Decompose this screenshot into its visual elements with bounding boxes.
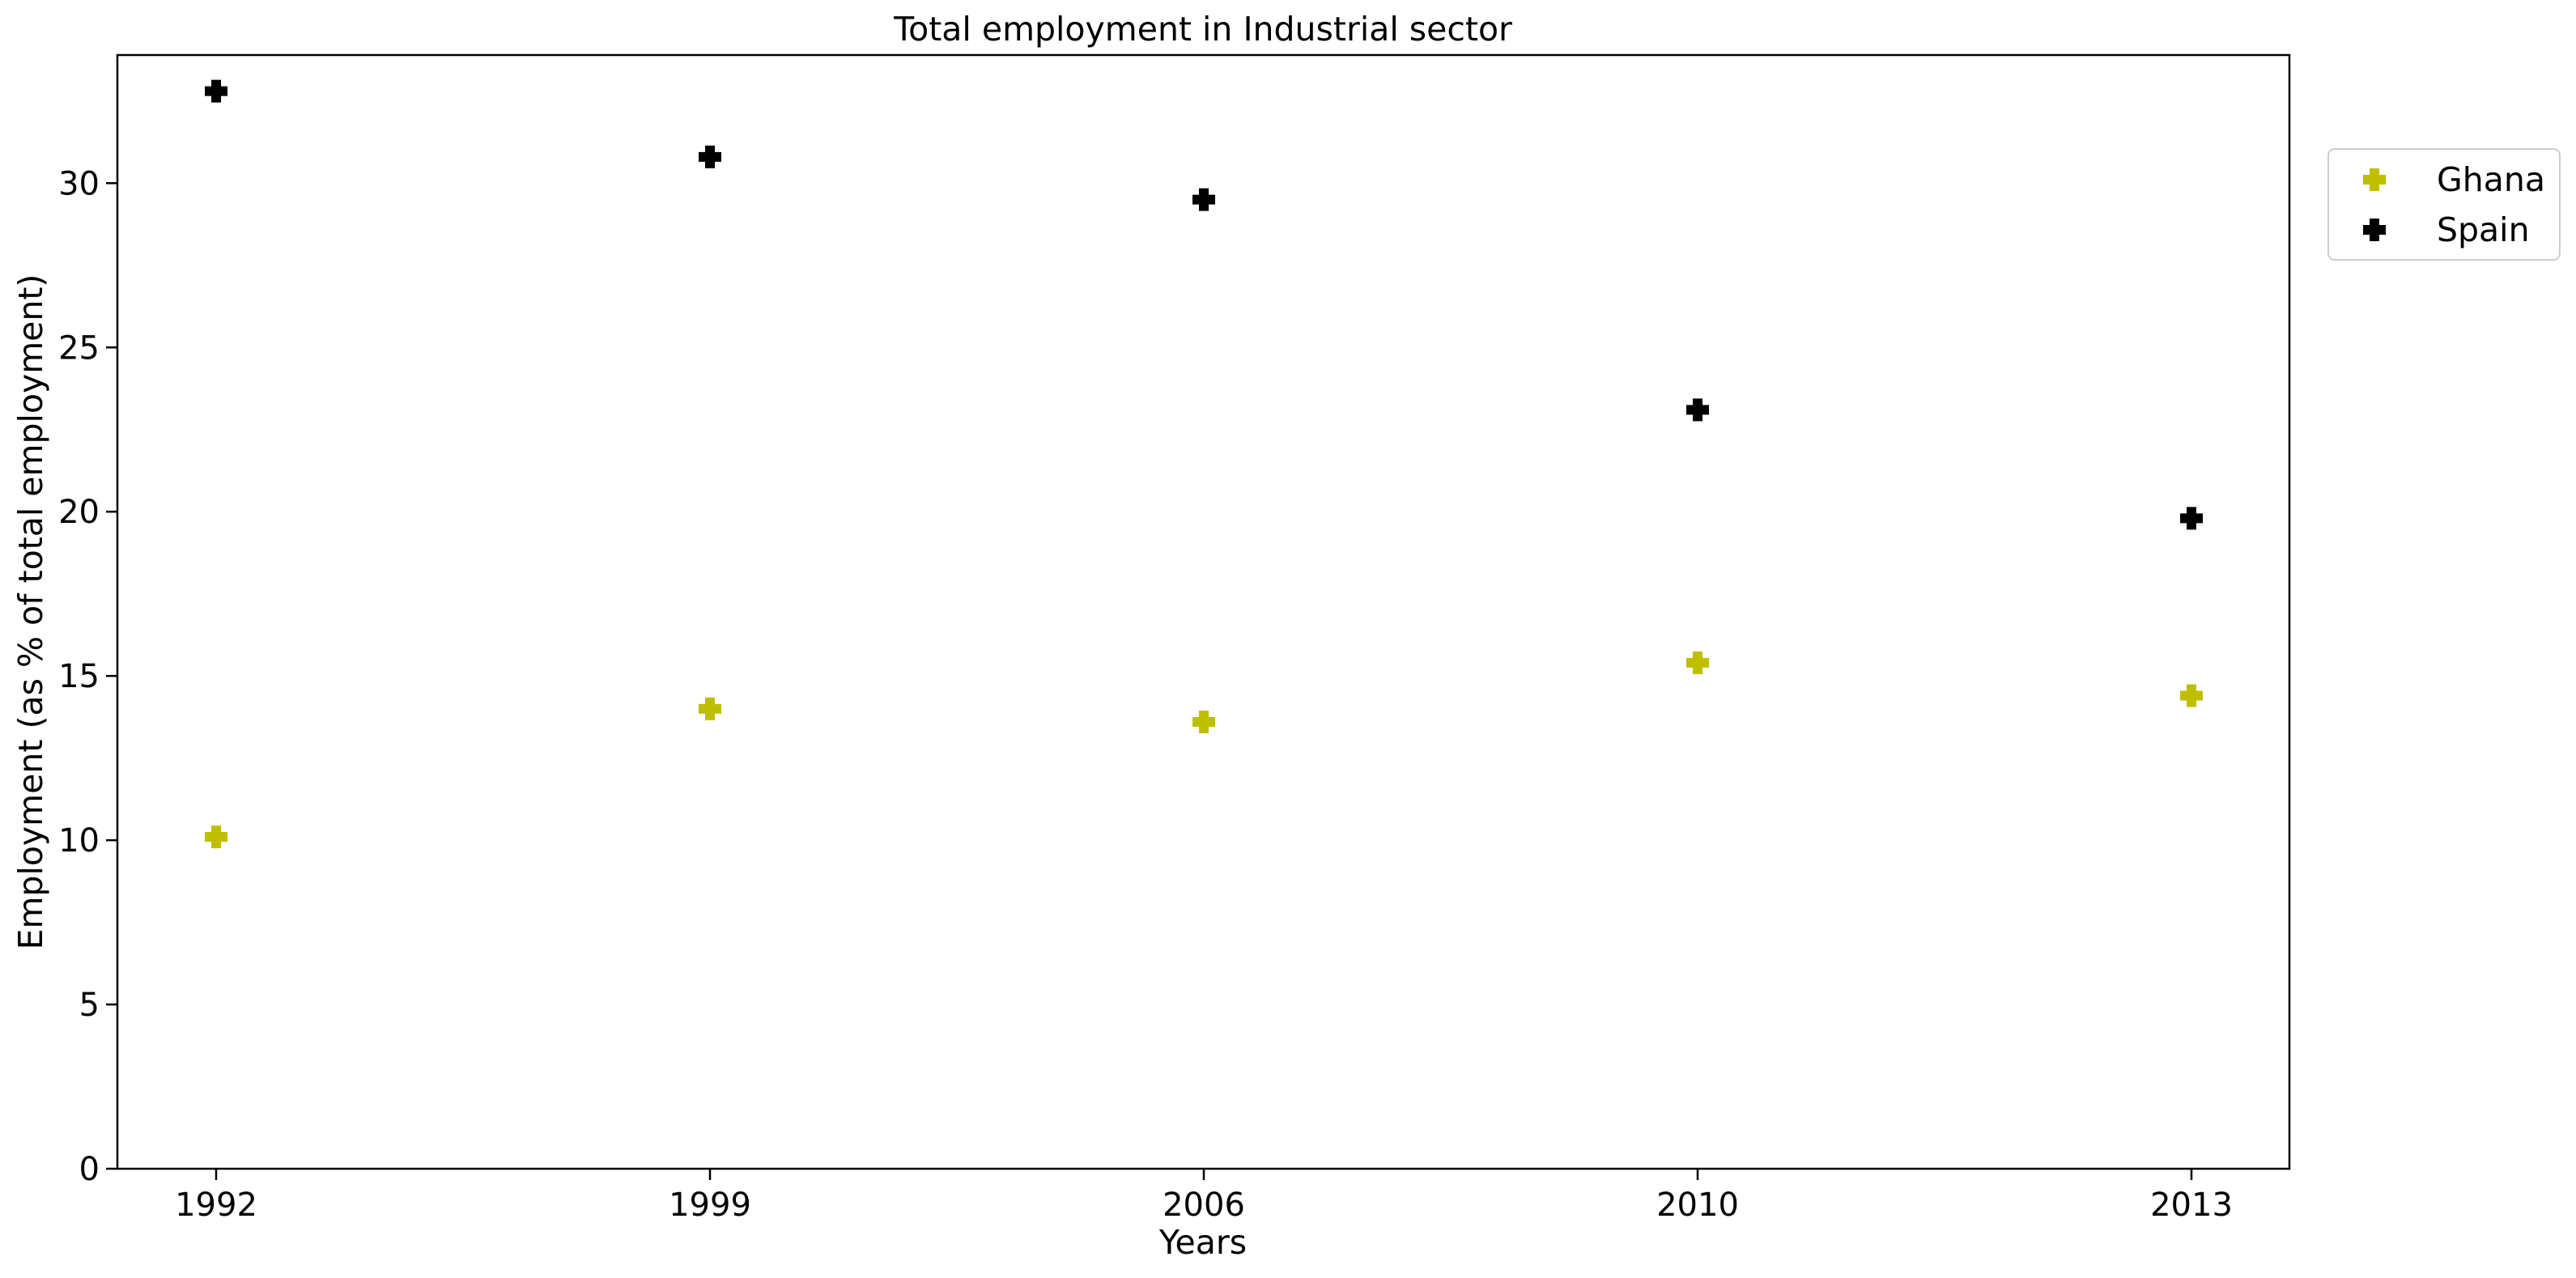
data-point-spain [1686,398,1709,422]
legend-marker-ghana [2363,168,2386,191]
x-tick-label: 2013 [2150,1187,2233,1224]
x-axis-label: Years [1158,1223,1247,1262]
legend-frame [2327,148,2561,261]
y-tick-label: 15 [58,658,100,695]
legend-label-ghana: Ghana [2437,160,2545,199]
y-tick-label: 5 [79,987,100,1024]
x-tick-label: 2006 [1163,1187,1245,1224]
data-point-spain [205,79,227,103]
data-point-ghana [699,697,721,720]
y-tick-label: 30 [58,165,100,202]
data-points [205,79,2203,849]
data-point-spain [1192,188,1215,211]
data-point-ghana [205,826,227,849]
data-point-ghana [1192,710,1215,733]
y-tick-label: 25 [58,329,100,367]
x-axis-ticks: 1992 1999 2006 2010 2013 [175,1169,2233,1224]
legend-marker-spain [2363,219,2386,241]
data-point-spain [699,145,721,168]
chart-legend: Ghana Spain [2327,148,2561,261]
y-axis-ticks: 0 5 10 15 20 25 30 [58,165,117,1188]
y-tick-label: 10 [58,822,100,860]
x-tick-label: 1999 [669,1187,751,1224]
x-tick-label: 1992 [175,1187,257,1224]
y-axis-label: Employment (as % of total employment) [11,274,50,950]
data-point-spain [2180,507,2203,530]
legend-label-spain: Spain [2437,210,2530,249]
x-tick-label: 2010 [1656,1187,1739,1224]
data-point-ghana [1686,651,1709,674]
y-tick-label: 20 [58,494,100,531]
chart-title: Total employment in Industrial sector [893,10,1512,49]
data-point-ghana [2180,684,2203,707]
y-tick-label: 0 [79,1151,100,1188]
